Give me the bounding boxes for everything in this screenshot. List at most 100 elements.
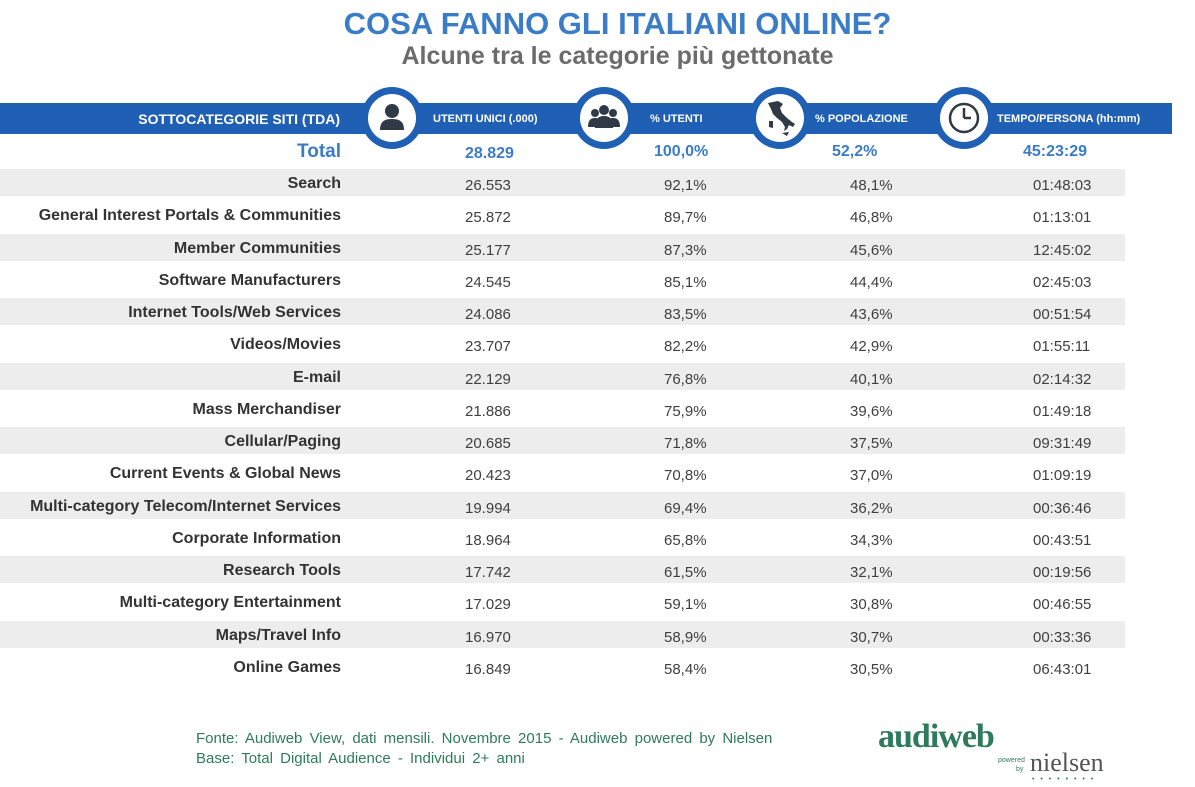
footer-base: Base: Total Digital Audience - Individui… [196, 750, 525, 767]
cell-users: 16.970 [465, 628, 511, 646]
cell-time: 00:46:55 [1033, 596, 1092, 614]
cell-users: 20.423 [465, 467, 511, 485]
cell-category: Multi-category Entertainment [119, 594, 341, 612]
cell-time: 02:45:03 [1033, 273, 1092, 291]
table-row: Software Manufacturers 24.545 85,1% 44,4% 02… [0, 266, 1125, 298]
cell-time: 00:43:51 [1033, 531, 1092, 549]
cell-category: Cellular/Paging [224, 433, 341, 450]
cell-pct-population: 45,6% [850, 241, 893, 259]
cell-category: Member Communities [173, 239, 341, 257]
cell-pct-users: 92,1% [664, 177, 707, 194]
italy-map-icon [768, 101, 795, 136]
cell-users: 16.849 [465, 660, 511, 678]
cell-pct-users: 61,5% [664, 564, 707, 581]
clock-circle [933, 87, 995, 149]
table-row: Corporate Information 18.964 65,8% 34,3% 00:… [0, 524, 1125, 556]
cell-pct-users: 89,7% [664, 209, 707, 227]
table-row: General Interest Portals & Communities 25… [0, 201, 1125, 233]
cell-time: 12:45:02 [1033, 241, 1092, 259]
cell-time: 00:51:54 [1033, 306, 1092, 323]
header-users: UTENTI UNICI (.000) [433, 113, 538, 125]
cell-pct-users: 87,3% [664, 241, 707, 259]
total-time: 45:23:29 [1023, 143, 1088, 160]
cell-pct-users: 58,9% [664, 628, 707, 646]
cell-pct-users: 69,4% [664, 499, 707, 517]
cell-category: Search [287, 175, 341, 192]
total-label: Total [297, 141, 341, 162]
cell-category: Corporate Information [172, 529, 341, 547]
table-row: Maps/Travel Info 16.970 58,9% 30,7% 00:33:36 [0, 620, 1125, 653]
cell-users: 24.545 [465, 273, 511, 291]
cell-time: 00:36:46 [1033, 499, 1092, 517]
clock-icon [948, 102, 980, 134]
nielsen-dots: • • • • • • • • [1032, 776, 1096, 783]
cell-users: 25.177 [465, 241, 511, 259]
logo-by: by [1016, 766, 1024, 773]
total-pct-population: 52,2% [832, 143, 878, 160]
users-circle [361, 87, 423, 149]
cell-pct-population: 42,9% [850, 338, 893, 356]
cell-pct-population: 46,8% [850, 209, 893, 227]
total-pct-users: 100,0% [654, 143, 709, 160]
table-row: Member Communities 25.177 87,3% 45,6% 12:45:… [0, 233, 1125, 266]
cell-users: 25.872 [465, 209, 511, 227]
cell-users: 19.994 [465, 499, 511, 517]
cell-category: Videos/Movies [230, 336, 341, 354]
cell-pct-population: 34,3% [850, 531, 893, 549]
cell-time: 01:49:18 [1033, 402, 1092, 420]
logo-powered: powered [998, 757, 1025, 764]
cell-category: Current Events & Global News [109, 465, 341, 483]
cell-pct-population: 30,8% [850, 596, 893, 614]
cell-pct-users: 85,1% [664, 273, 707, 291]
table-body: Search 26.553 92,1% 48,1% 01:48:03 General In… [0, 169, 1125, 685]
cell-pct-population: 44,4% [850, 273, 893, 291]
cell-pct-population: 37,5% [850, 435, 893, 452]
group-icon [588, 105, 620, 128]
table-row: Online Games 16.849 58,4% 30,5% 06:43:01 [0, 653, 1125, 685]
cell-users: 24.086 [465, 306, 511, 323]
cell-pct-population: 43,6% [850, 306, 893, 323]
cell-users: 17.742 [465, 564, 511, 581]
table-row: Cellular/Paging 20.685 71,8% 37,5% 09:31:49 [0, 427, 1125, 459]
audiweb-logo: audiweb [878, 718, 995, 755]
cell-pct-users: 59,1% [664, 596, 707, 614]
cell-pct-users: 65,8% [664, 531, 707, 549]
table-row: Multi-category Entertainment 17.029 59,1% 3… [0, 588, 1125, 620]
cell-time: 00:19:56 [1033, 564, 1092, 581]
footer-source: Fonte: Audiweb View, dati mensili. Novem… [196, 730, 773, 747]
cell-time: 01:09:19 [1033, 467, 1092, 485]
cell-time: 09:31:49 [1033, 435, 1092, 452]
cell-pct-population: 30,5% [850, 660, 893, 678]
header-time: TEMPO/PERSONA (hh:mm) [997, 113, 1141, 125]
table-row: Research Tools 17.742 61,5% 32,1% 00:19:56 [0, 556, 1125, 588]
cell-pct-users: 71,8% [664, 435, 707, 452]
cell-category: Mass Merchandiser [192, 400, 341, 418]
cell-pct-population: 40,1% [850, 370, 893, 388]
cell-pct-population: 48,1% [850, 177, 893, 194]
cell-time: 01:55:11 [1033, 338, 1091, 356]
table-row: Videos/Movies 23.707 82,2% 42,9% 01:55:11 [0, 330, 1125, 362]
cell-users: 17.029 [465, 596, 511, 614]
nielsen-logo: nielsen [1030, 748, 1104, 777]
cell-category: General Interest Portals & Communities [38, 207, 341, 225]
cell-pct-users: 58,4% [664, 660, 707, 678]
cell-pct-population: 36,2% [850, 499, 893, 517]
cell-category: Research Tools [223, 562, 341, 579]
cell-time: 01:13:01 [1033, 209, 1092, 227]
page-title: COSA FANNO GLI ITALIANI ONLINE? [343, 6, 892, 41]
person-icon [380, 104, 404, 130]
cell-users: 21.886 [465, 402, 511, 420]
cell-pct-users: 75,9% [664, 402, 707, 420]
cell-pct-users: 83,5% [664, 306, 707, 323]
cell-pct-users: 76,8% [664, 370, 707, 388]
header-category: SOTTOCATEGORIE SITI (TDA) [138, 111, 340, 127]
table-row: Multi-category Telecom/Internet Services… [0, 491, 1125, 524]
cell-time: 02:14:32 [1033, 370, 1092, 388]
cell-pct-population: 30,7% [850, 628, 893, 646]
table-row: Search 26.553 92,1% 48,1% 01:48:03 [0, 169, 1125, 201]
cell-category: Internet Tools/Web Services [128, 304, 341, 321]
cell-pct-population: 37,0% [850, 467, 893, 485]
cell-pct-users: 82,2% [664, 338, 707, 356]
cell-category: E-mail [292, 368, 341, 386]
italy-circle [749, 87, 811, 149]
